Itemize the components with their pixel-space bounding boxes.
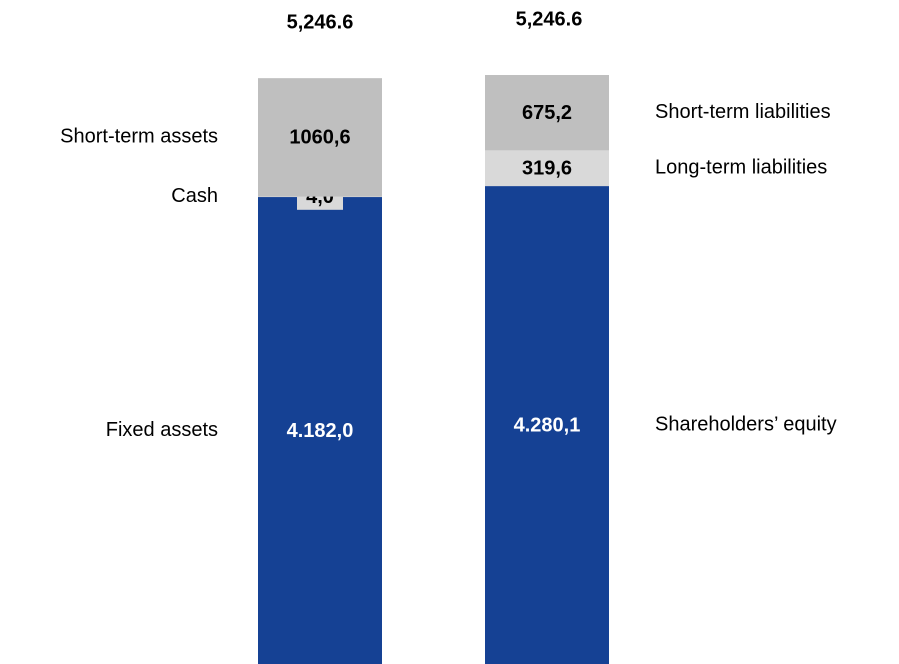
bar-segment xyxy=(485,75,609,151)
segment-name: Fixed assets xyxy=(106,419,218,441)
segment-name: Shareholders’ equity xyxy=(655,413,837,435)
total-label: 5,246.6 xyxy=(516,8,583,30)
bar-segment xyxy=(485,150,609,187)
segment-name: Long-term liabilities xyxy=(655,157,827,179)
data-label: 4.182,0 xyxy=(287,420,354,442)
bar-segment xyxy=(485,186,609,664)
total-label: 5,246.6 xyxy=(287,11,354,33)
data-label: 675,2 xyxy=(522,102,572,124)
bar-segment xyxy=(258,78,382,197)
data-label: 1060,6 xyxy=(289,127,350,149)
segment-name: Short-term liabilities xyxy=(655,101,831,123)
data-label: 319,6 xyxy=(522,158,572,180)
segment-name: Short-term assets xyxy=(60,126,218,148)
data-label: 4.280,1 xyxy=(514,414,581,436)
bar-segment xyxy=(258,197,382,664)
segment-name: Cash xyxy=(171,185,218,207)
